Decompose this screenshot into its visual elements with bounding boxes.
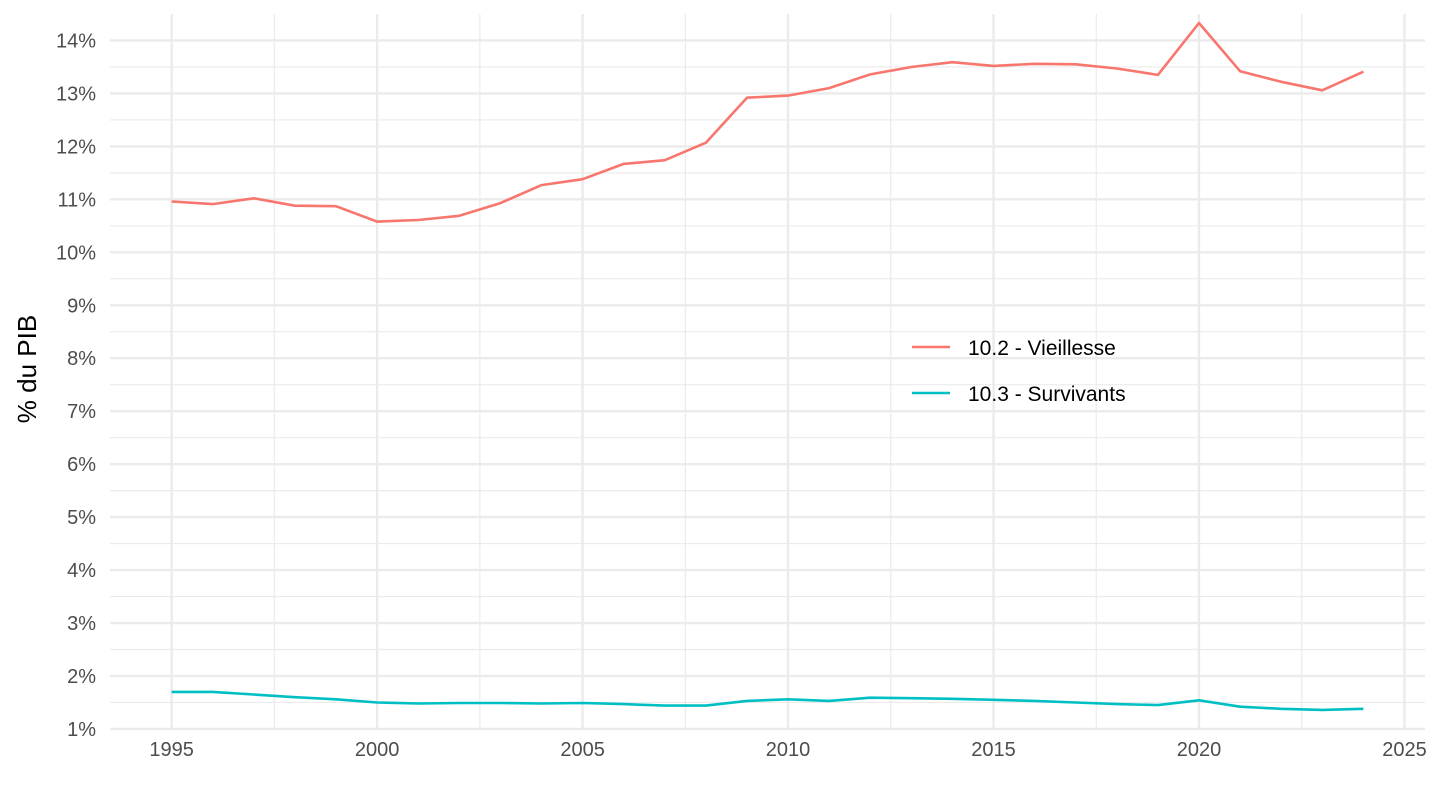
series-lines <box>171 21 1364 712</box>
y-tick-label: 1% <box>67 719 96 741</box>
major-gridlines <box>110 14 1425 731</box>
y-tick-label: 2% <box>67 666 96 688</box>
y-axis-tick-labels: 1% 2% 3% 4% 5% 6% 7% 8% 9% 10% 11% 12% 13% 14% <box>56 30 96 740</box>
legend-item-survivants: 10.3 - Survivants <box>912 383 1126 406</box>
legend-item-vieillesse: 10.2 - Vieillesse <box>912 337 1116 360</box>
legend: 10.2 - Vieillesse 10.3 - Survivants <box>912 337 1126 406</box>
series-line-10-2-vieillesse <box>171 21 1364 223</box>
y-axis-title: % du PIB <box>12 315 42 423</box>
y-tick-label: 8% <box>67 348 96 370</box>
x-tick-label: 2000 <box>355 739 400 761</box>
y-tick-label: 12% <box>56 136 96 158</box>
legend-label-survivants: 10.3 - Survivants <box>968 383 1126 406</box>
y-tick-label: 9% <box>67 295 96 317</box>
y-tick-label: 13% <box>56 83 96 105</box>
y-tick-label: 6% <box>67 454 96 476</box>
minor-gridlines <box>110 14 1425 730</box>
x-tick-label: 2005 <box>560 739 605 761</box>
y-tick-label: 7% <box>67 401 96 423</box>
x-tick-label: 2010 <box>766 739 811 761</box>
y-tick-label: 5% <box>67 507 96 529</box>
y-tick-label: 14% <box>56 30 96 52</box>
x-tick-label: 2025 <box>1382 739 1427 761</box>
x-tick-label: 2020 <box>1177 739 1222 761</box>
series-line-10-3-survivants <box>171 690 1364 712</box>
x-tick-label: 1995 <box>149 739 194 761</box>
y-tick-label: 10% <box>56 242 96 264</box>
x-axis-tick-labels: 1995 2000 2005 2010 2015 2020 2025 <box>149 739 1426 761</box>
y-tick-label: 4% <box>67 560 96 582</box>
y-tick-label: 3% <box>67 613 96 635</box>
legend-label-vieillesse: 10.2 - Vieillesse <box>968 337 1116 360</box>
y-tick-label: 11% <box>57 189 96 211</box>
x-tick-label: 2015 <box>971 739 1016 761</box>
